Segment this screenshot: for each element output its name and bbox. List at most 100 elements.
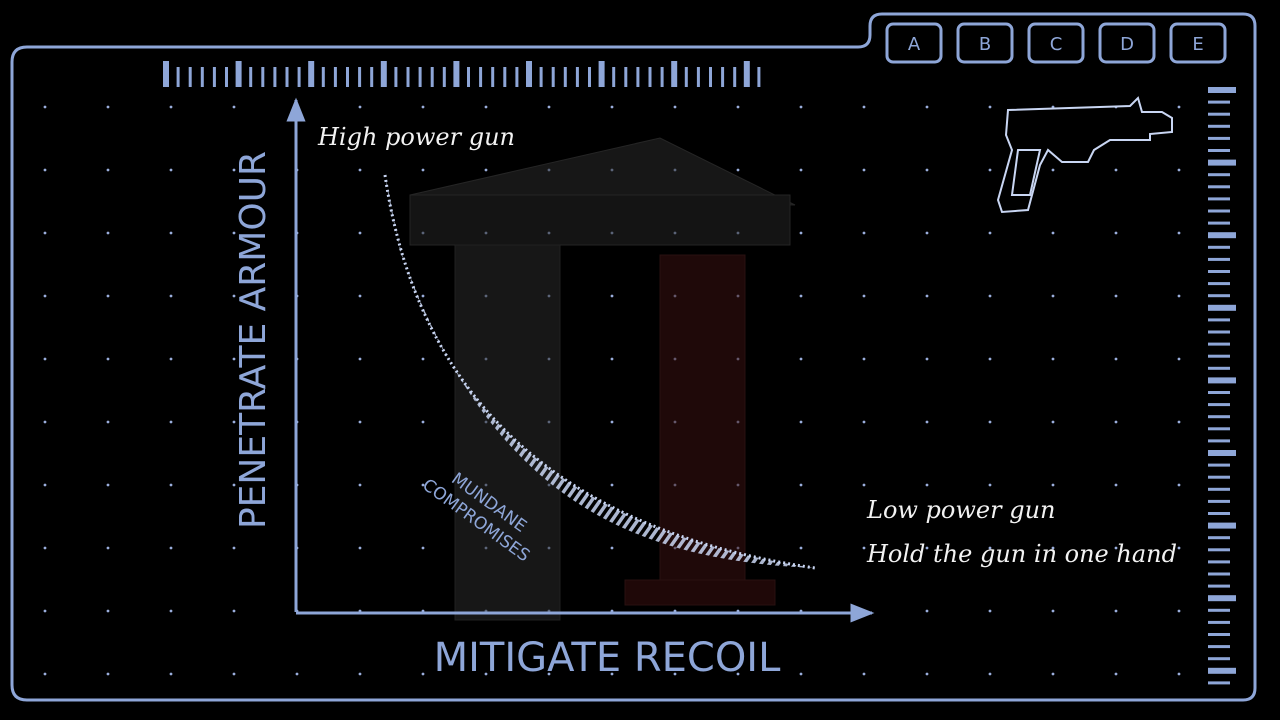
grid-dot [988,168,992,172]
ruler-tick [1208,366,1230,370]
high-power-label: High power gun [317,123,515,151]
grid-dot [1051,483,1055,487]
grid-dot [421,294,425,298]
grid-dot [799,105,803,109]
ruler-tick [297,67,301,87]
column [659,254,746,586]
column [454,244,561,621]
grid-dot [1114,357,1118,361]
grid-dot [232,420,236,424]
ruler-tick [370,67,374,87]
grid-dot [862,294,866,298]
grid-dot [1051,672,1055,676]
grid-dot [421,483,425,487]
grid-dot [106,168,110,172]
grid-dot [232,483,236,487]
ruler-tick [648,67,652,87]
grid-dot [925,672,929,676]
ruler-tick [1208,608,1230,612]
ruler-tick [261,67,265,87]
ruler-tick [1208,159,1236,166]
ruler-tick [1208,463,1230,467]
grid-dot [988,609,992,613]
tab-frame [1098,22,1156,64]
grid-dot [547,672,551,676]
frame [10,12,1257,702]
ruler-tick [539,67,543,87]
grid-dot [232,294,236,298]
tab-label: A [908,34,921,55]
ruler-tick [212,67,216,87]
grid-dot [1177,357,1181,361]
ruler-tick [1208,304,1236,311]
grid-dot [484,168,488,172]
grid-dot [358,231,362,235]
grid-dot [988,294,992,298]
tab-bar: A B C D E [885,22,1227,64]
grid-dot [1177,105,1181,109]
ruler-tick [1208,318,1230,322]
grid-dot [1177,672,1181,676]
grid-dot [1051,294,1055,298]
ruler-tick [1208,136,1230,140]
grid-dot [1051,357,1055,361]
ruler-tick [733,67,737,87]
grid-dot [988,483,992,487]
temple [409,137,796,621]
grid-dot [169,483,173,487]
ruler-tick [1208,87,1236,93]
ruler-tick [1208,548,1230,552]
grid-dot [610,294,614,298]
ruler-tick [1208,487,1230,491]
grid-dot [1114,609,1118,613]
grid-dot [547,105,551,109]
ruler-tick [1208,633,1230,636]
ruler-tick [333,67,337,87]
ruler-tick [1208,427,1230,431]
ruler-tick [479,67,483,87]
ruler-tick [671,61,678,87]
ruler-tick [696,67,700,87]
grid-dot [358,294,362,298]
ruler-tick [1208,209,1230,213]
grid-dot [862,420,866,424]
ruler-tick [1208,232,1236,239]
grid-dot [1177,231,1181,235]
column-base [624,579,776,606]
ruler-tick [358,67,362,87]
ruler-tick [1208,185,1230,189]
grid-dot [484,672,488,676]
ruler-tick [1208,512,1230,515]
tab-button[interactable]: E [1169,22,1227,64]
grid-dot [421,420,425,424]
grid-dot [43,609,47,613]
ruler-tick [1208,124,1230,128]
tab-button[interactable]: B [956,22,1014,64]
grid-dot [736,672,740,676]
tab-button[interactable]: A [885,22,943,64]
ruler-tick [1208,620,1230,624]
grid-dot [421,168,425,172]
ruler-tick [1208,330,1230,334]
ruler-tick [1208,377,1236,384]
ruler-tick [430,67,434,87]
grid-dot [1177,168,1181,172]
ruler-tick [163,61,169,87]
ruler-tick [273,67,277,87]
ruler-tick [308,61,315,87]
tab-button[interactable]: C [1027,22,1085,64]
tab-frame [1169,22,1227,64]
grid-dot [232,105,236,109]
grid-dot [43,168,47,172]
grid-dot [988,231,992,235]
ruler-tick [709,67,712,87]
ruler-tick [235,61,242,87]
ruler-tick [1208,667,1236,674]
ruler-tick [1208,197,1230,201]
ruler-tick [588,67,591,87]
grid-dot [799,483,803,487]
ruler-tick [1208,354,1230,358]
tab-button[interactable]: D [1098,22,1156,64]
grid-dot [295,672,299,676]
grid-dot [1114,168,1118,172]
